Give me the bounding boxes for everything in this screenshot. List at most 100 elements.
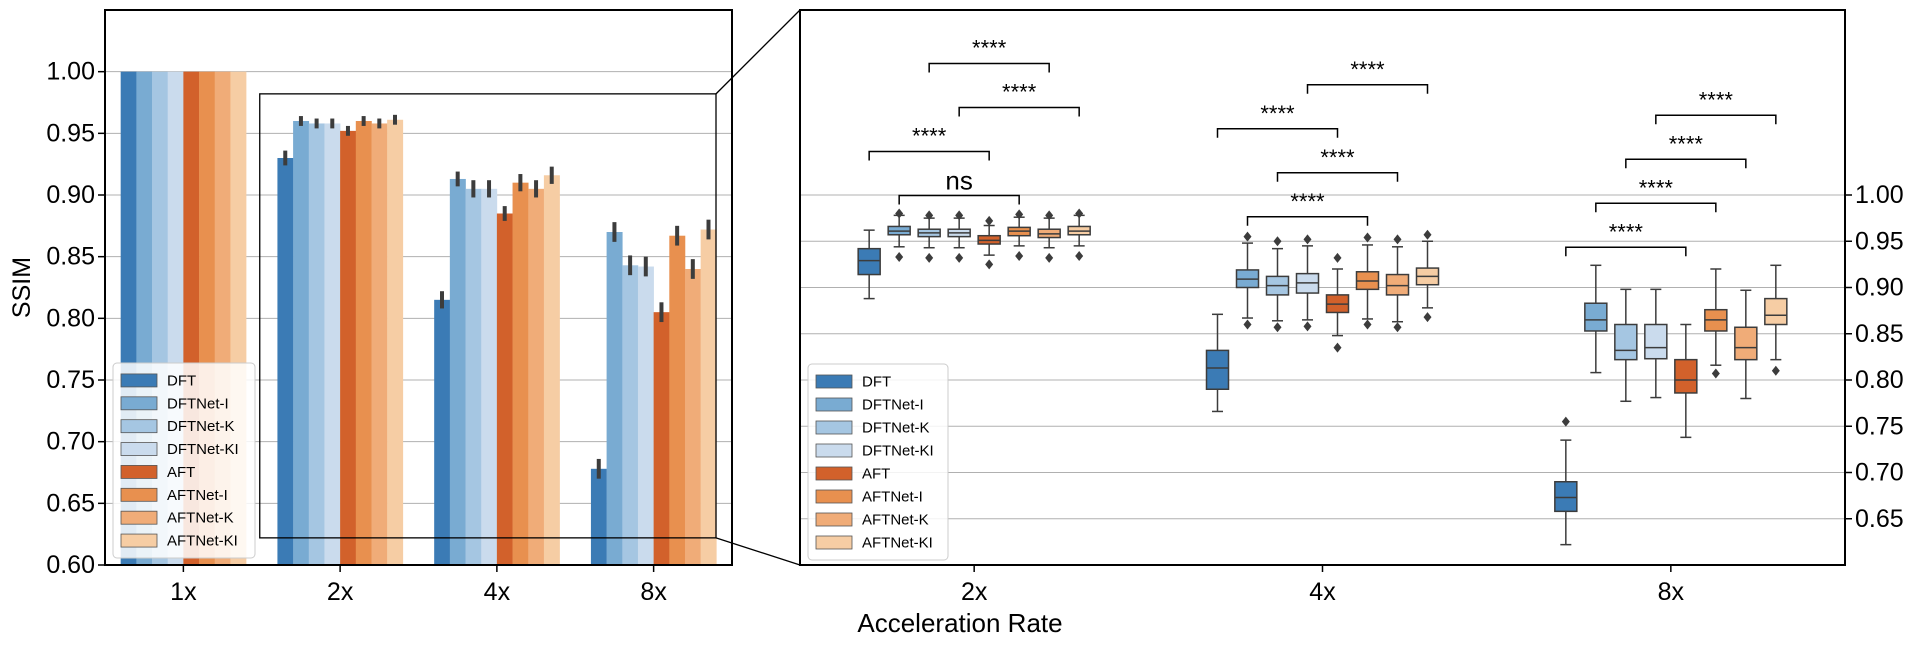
box-chart-x-ticks: 2x 4x 8x [961,565,1685,606]
box-outlier-aftnet-i-8x [1711,368,1720,379]
bar-dftnet-i-8x [606,232,623,565]
significance-label-8x: **** [1609,219,1644,244]
box-y-tick-label: 0.85 [1855,320,1904,348]
box-chart-boxes [857,208,1788,546]
legend-swatch-aftnet-ki [120,533,158,548]
bar-y-tick-label: 1.00 [46,58,95,86]
significance-label-4x: **** [1290,189,1325,214]
bar-y-tick-label: 0.80 [46,304,95,332]
bar-chart-x-ticks: 1x 2x 4x 8x [170,565,667,606]
significance-label-2x: **** [972,36,1007,61]
box-outlier-aftnet-i-2x [1015,251,1024,262]
box-outlier-aft-4x [1333,342,1342,353]
box-outlier-dftnet-ki-2x [955,210,964,221]
bar-y-tick-label: 0.65 [46,489,95,517]
bar-dftnet-ki-2x [324,123,341,565]
bar-dftnet-i-2x [293,121,310,565]
box-outlier-dftnet-i-2x [895,208,904,219]
bar-aftnet-ki-2x [387,119,404,566]
bar-dftnet-ki-4x [481,188,498,566]
legend-swatch-dftnet-i [120,396,158,411]
legend-swatch-aftnet-i [815,489,853,504]
box-outlier-aftnet-ki-4x [1423,229,1432,240]
legend-label-dft: DFT [167,372,196,389]
legend-swatch-dftnet-ki [120,442,158,456]
zoom-connector-lines [715,9,801,566]
bar-dftnet-k-8x [622,265,639,565]
box-aftnet-ki-8x [1764,297,1788,326]
significance-label-8x: **** [1669,131,1704,156]
bar-chart-y-axis-label: SSIM [8,257,36,318]
legend-label-dftnet-i: DFTNet-I [862,397,924,414]
bar-aft-4x [496,213,513,565]
bar-y-tick-label: 0.90 [46,181,95,209]
bar-aftnet-i-4x [512,182,529,565]
bar-aftnet-ki-4x [543,175,560,565]
box-outlier-aftnet-i-4x [1363,232,1372,243]
box-y-tick-label: 0.75 [1855,412,1904,440]
legend-swatch-aftnet-k [120,510,158,525]
legend-swatch-aft [815,466,853,481]
significance-bracket-4x [1276,172,1399,182]
legend-label-aftnet-k: AFTNet-K [862,512,929,529]
box-aftnet-k-4x [1385,273,1410,296]
bar-x-tick-label: 2x [327,578,354,606]
box-outlier-aftnet-k-4x [1393,234,1402,245]
legend-swatch-aftnet-ki [815,535,853,550]
bar-chart: 0.60 0.65 0.70 0.75 0.80 0.85 0.90 0.95 1.00 1x 2… [8,9,733,606]
box-aft-8x [1674,358,1698,394]
box-y-tick-label: 0.90 [1855,274,1904,302]
legend-label-aft: AFT [862,466,890,483]
box-outlier-dftnet-k-4x [1273,236,1282,247]
box-outlier-dftnet-ki-4x [1303,234,1312,245]
zoom-connector-bottom [715,537,801,566]
box-outlier-aftnet-ki-4x [1423,312,1432,323]
box-y-tick-label: 1.00 [1855,181,1904,209]
legend-label-aft: AFT [167,464,195,481]
significance-bracket-8x [1655,114,1777,125]
box-outlier-dftnet-k-2x [925,252,934,263]
box-outlier-aftnet-ki-8x [1771,365,1780,376]
box-chart-grid [800,194,1845,520]
significance-bracket-4x [1306,84,1429,94]
box-outlier-aftnet-ki-2x [1075,208,1084,219]
significance-bracket-2x [958,106,1080,117]
box-outlier-dftnet-k-2x [925,210,934,221]
bar-aft-2x [340,130,357,565]
bar-dft-8x [590,468,607,565]
legend-swatch-dft [120,373,158,388]
legend-label-dftnet-ki: DFTNet-KI [167,441,239,458]
significance-label-4x: **** [1320,145,1355,170]
bar-y-tick-label: 0.85 [46,243,95,271]
legend-label-aftnet-ki: AFTNet-KI [167,533,238,550]
significance-label-4x: **** [1260,101,1295,126]
box-y-tick-label: 0.70 [1855,459,1904,487]
bar-dftnet-k-4x [465,188,482,566]
box-chart-significance-brackets: ns **** **** **** **** **** **** **** **** **** **… [868,36,1777,257]
significance-bracket-4x [1216,128,1339,138]
bar-dft-4x [434,299,451,565]
box-chart-x-axis-label: Acceleration Rate [857,608,1062,638]
box-outlier-aft-2x [985,259,994,270]
bar-chart-frame [104,9,733,566]
box-dftnet-i-8x [1584,302,1608,332]
box-dftnet-k-8x [1614,323,1638,361]
legend-label-dftnet-k: DFTNet-K [167,418,235,435]
box-y-tick-label: 0.80 [1855,366,1904,394]
legend-box [112,362,256,559]
significance-bracket-8x [1565,246,1687,257]
box-aftnet-k-8x [1734,326,1758,361]
bar-aftnet-i-2x [355,121,372,565]
box-outlier-aftnet-k-2x [1045,252,1054,263]
bar-x-tick-label: 1x [170,578,197,606]
legend-swatch-aftnet-k [815,512,853,527]
bar-dft-2x [277,158,294,565]
legend-label-dftnet-i: DFTNet-I [167,395,229,412]
bar-aftnet-k-8x [684,269,701,565]
bar-chart-y-ticks: 0.60 0.65 0.70 0.75 0.80 0.85 0.90 0.95 1.00 [46,58,105,579]
legend-label-aftnet-k: AFTNet-K [167,510,234,527]
box-y-tick-label: 0.95 [1855,227,1904,255]
box-outlier-aftnet-ki-2x [1075,251,1084,262]
box-outlier-dftnet-ki-4x [1303,321,1312,332]
